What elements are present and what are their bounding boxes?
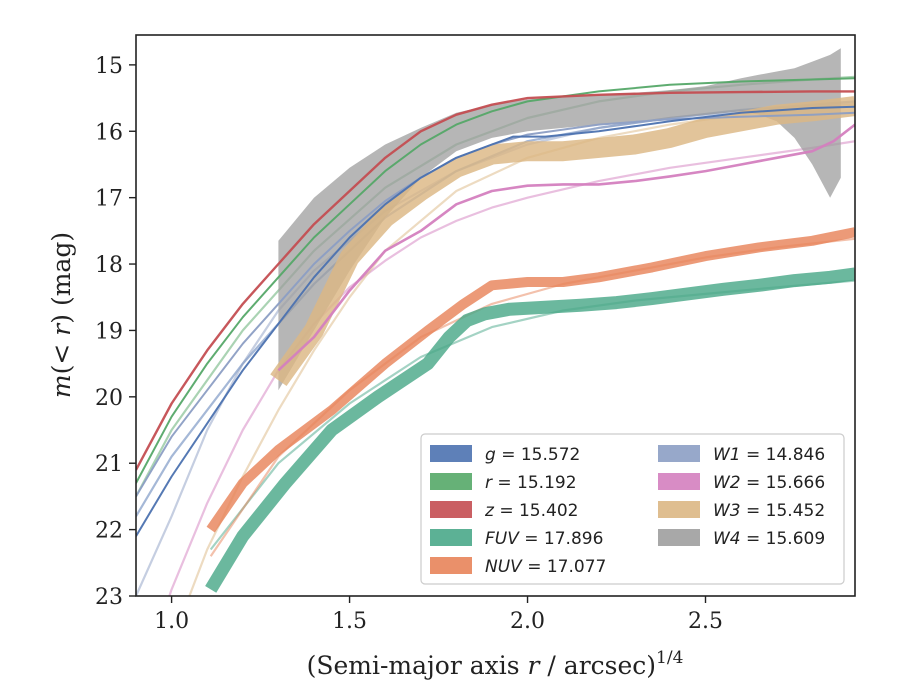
legend-swatch-W3 bbox=[658, 501, 700, 518]
legend-label-W4: W4 = 15.609 bbox=[713, 529, 825, 549]
series-line-r bbox=[136, 77, 855, 484]
plot-frame bbox=[135, 34, 856, 597]
legend-label-z: z = 15.402 bbox=[484, 501, 578, 521]
legend-label-W2: W2 = 15.666 bbox=[713, 473, 825, 493]
ticks-layer: 1.0 1.5 2.0 2.5 15 16 17 18 19 20 21 22 23 bbox=[95, 54, 723, 634]
series-line-FUV bbox=[205, 267, 855, 593]
legend-label-g: g = 15.572 bbox=[485, 445, 580, 465]
series-line-W3 bbox=[270, 96, 855, 387]
legend-swatch-FUV bbox=[430, 529, 472, 546]
legend-swatch-g bbox=[430, 445, 472, 462]
legend-swatch-W1 bbox=[658, 445, 700, 462]
y-tick-label: 16 bbox=[95, 120, 123, 145]
x-tick-label: 2.0 bbox=[510, 609, 545, 634]
x-axis-label: (Semi-major axis r / arcsec)1/4 bbox=[307, 648, 684, 680]
x-tick-label: 1.5 bbox=[332, 609, 367, 634]
y-tick-label: 18 bbox=[95, 253, 123, 278]
x-tick-label: 1.0 bbox=[154, 609, 189, 634]
legend-label-W1: W1 = 14.846 bbox=[713, 445, 825, 465]
legend-label-W3: W3 = 15.452 bbox=[713, 501, 825, 521]
y-tick-label: 20 bbox=[95, 386, 123, 411]
legend: g = 15.572 r = 15.192 z = 15.402 FUV = 17.8… bbox=[420, 433, 845, 585]
legend-label-r: r = 15.192 bbox=[485, 473, 577, 493]
y-axis-label: m(< r) (mag) bbox=[47, 232, 76, 398]
y-tick-label: 23 bbox=[95, 585, 123, 610]
series-line-NUV bbox=[206, 227, 855, 533]
legend-label-NUV: NUV = 17.077 bbox=[485, 557, 606, 577]
legend-swatch-W4 bbox=[658, 529, 700, 546]
legend-swatch-W2 bbox=[658, 473, 700, 490]
legend-swatch-NUV bbox=[430, 557, 472, 574]
series-line-W2 bbox=[277, 123, 855, 372]
y-tick-label: 22 bbox=[95, 519, 123, 544]
model-curve-W2 bbox=[168, 140, 855, 596]
legend-swatch-r bbox=[430, 473, 472, 490]
y-tick-label: 15 bbox=[95, 54, 123, 79]
series-line-g bbox=[136, 105, 855, 537]
y-tick-label: 21 bbox=[95, 452, 123, 477]
series-line-z bbox=[136, 90, 855, 471]
legend-items: g = 15.572 r = 15.192 z = 15.402 FUV = 17.8… bbox=[430, 445, 825, 577]
x-tick-label: 2.5 bbox=[688, 609, 723, 634]
legend-swatch-z bbox=[430, 501, 472, 518]
legend-label-FUV: FUV = 17.896 bbox=[485, 529, 603, 549]
y-tick-label: 19 bbox=[95, 319, 123, 344]
legend-box bbox=[420, 433, 845, 585]
y-tick-label: 17 bbox=[95, 187, 123, 212]
series-layer bbox=[136, 48, 855, 596]
